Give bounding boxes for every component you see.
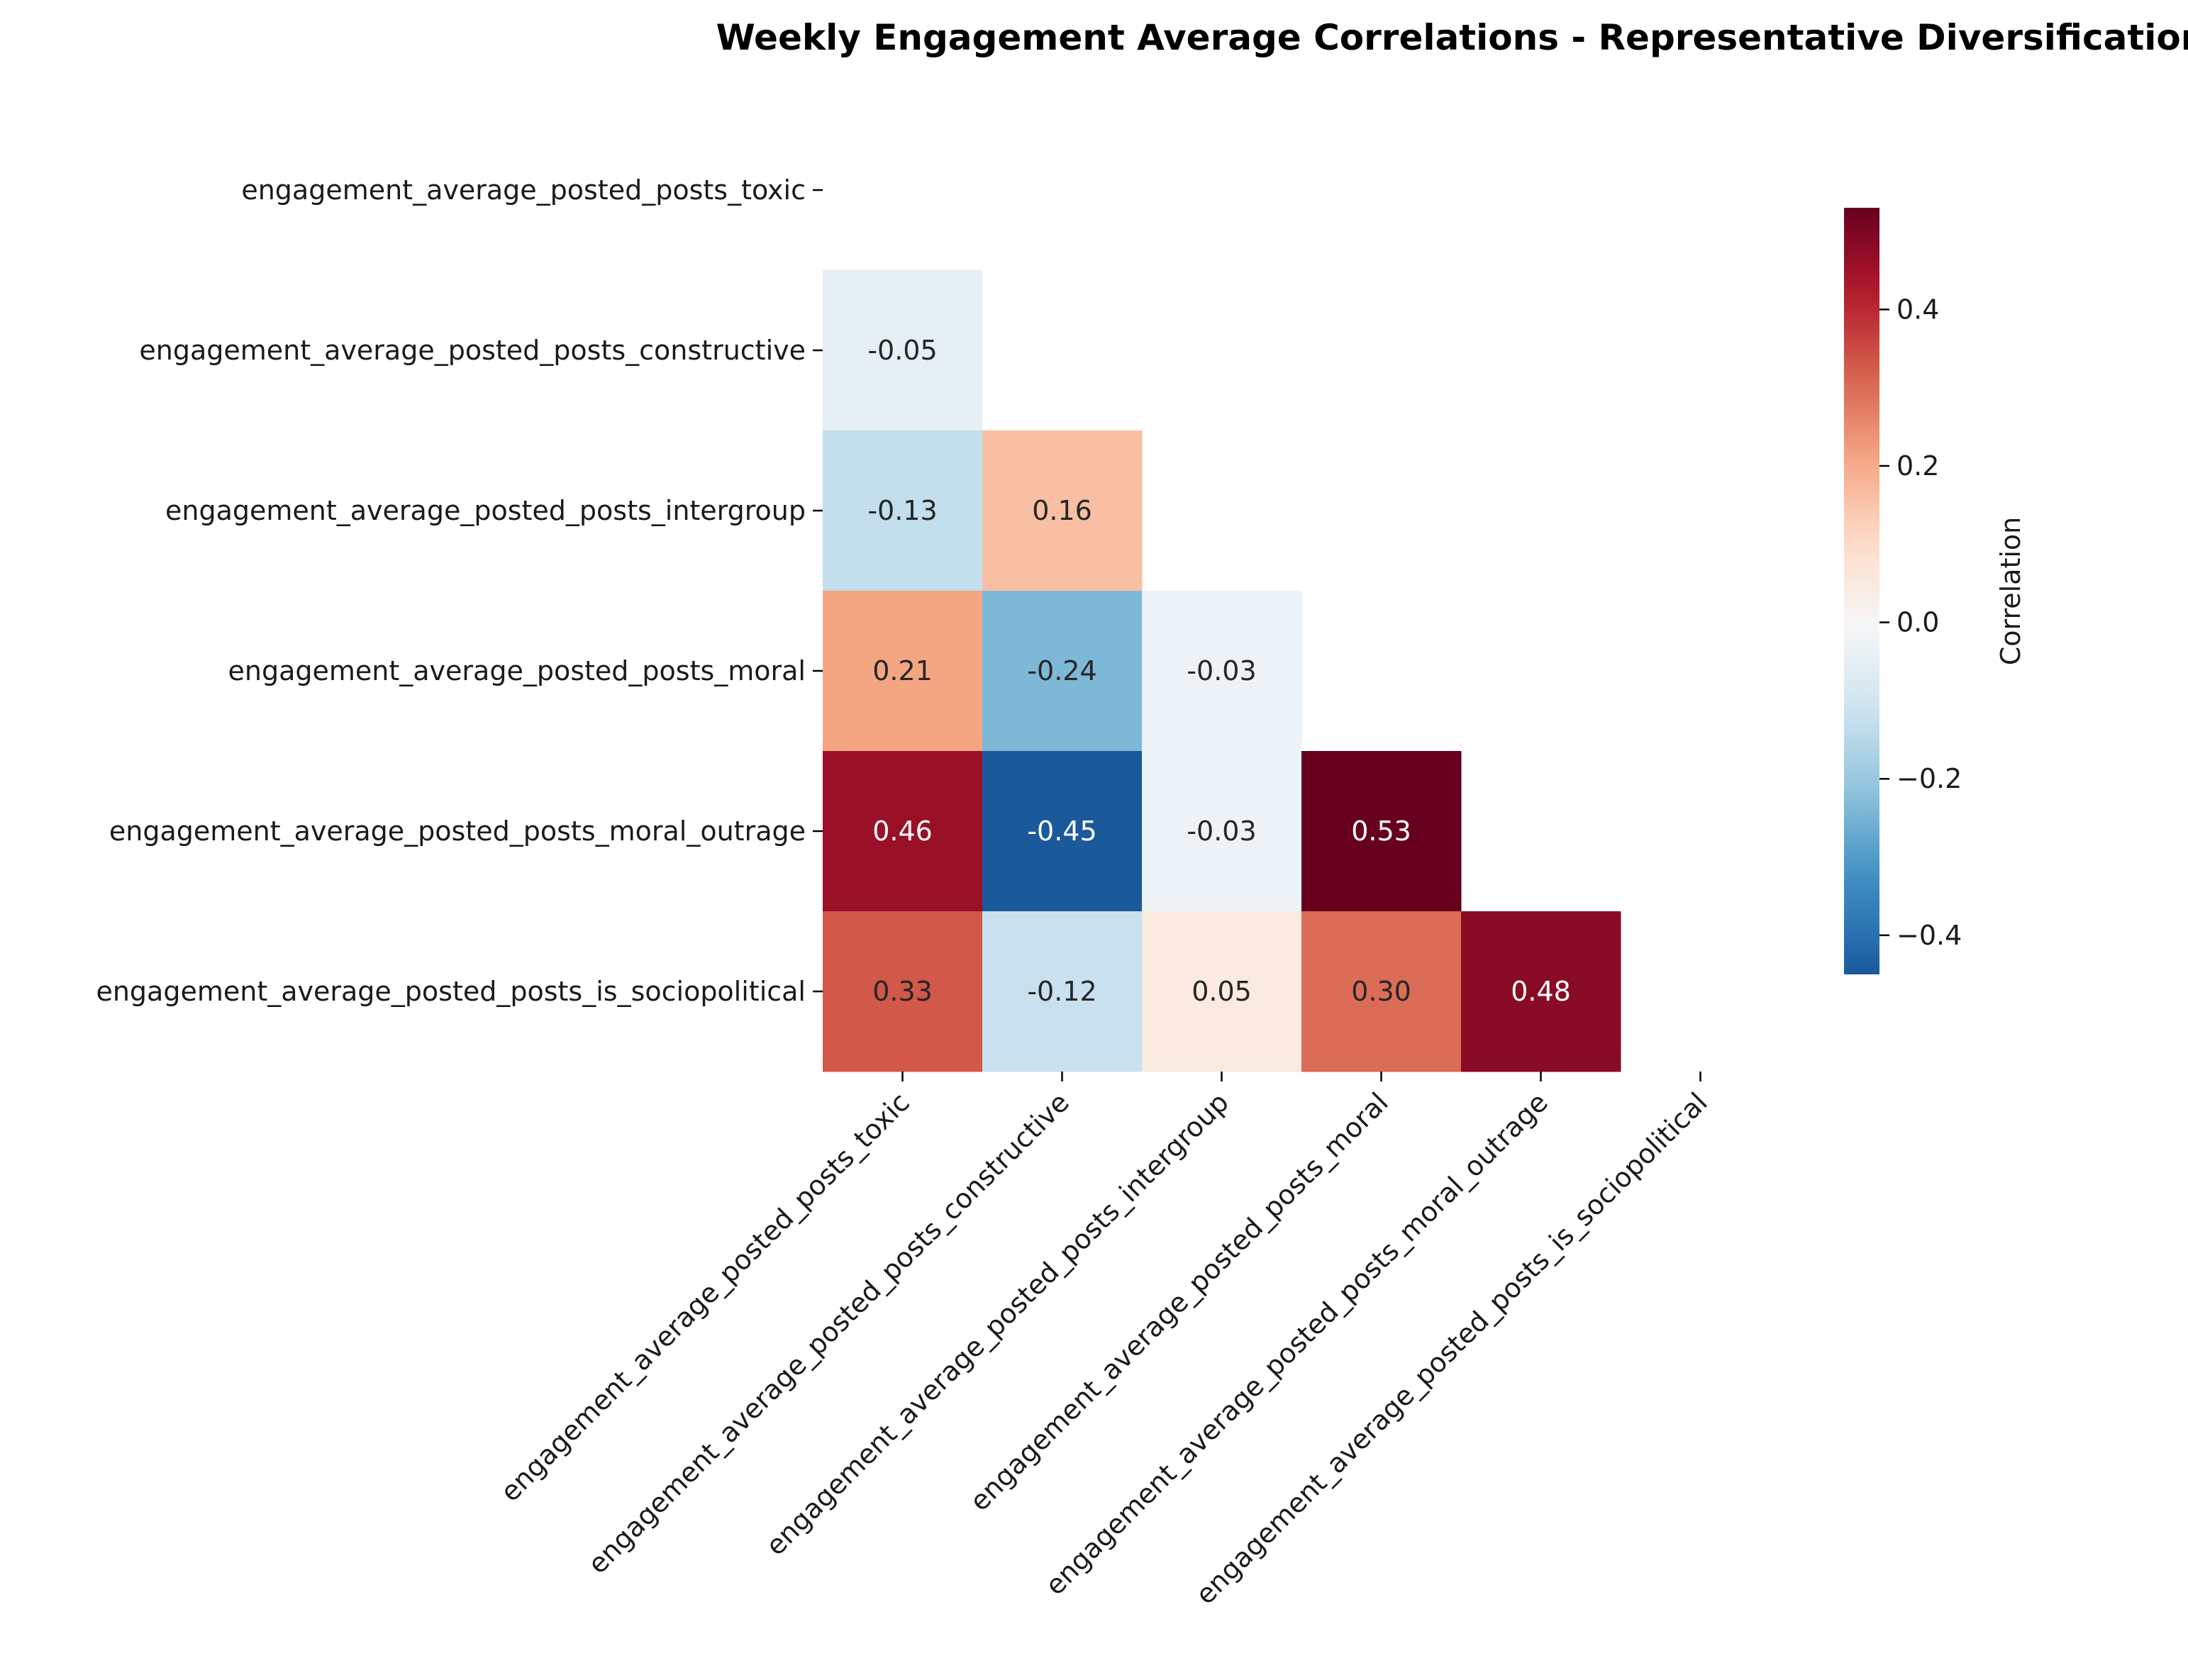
- chart-title: Weekly Engagement Average Correlations -…: [716, 17, 2188, 58]
- y-tick-label: engagement_average_posted_posts_moral: [228, 655, 806, 686]
- colorbar-tick-label: 0.2: [1897, 450, 1939, 482]
- cell-value-label: -0.03: [1187, 816, 1256, 847]
- heatmap-cell: [823, 591, 983, 752]
- y-tick-label: engagement_average_posted_posts_is_socio…: [96, 976, 806, 1007]
- cell-value-label: 0.53: [1351, 816, 1411, 847]
- heatmap-cell: [1142, 911, 1302, 1072]
- colorbar: −0.4 −0.2 0.0 0.2 0.4 Correlation: [1844, 208, 2026, 974]
- cell-value-label: -0.12: [1027, 976, 1096, 1007]
- colorbar-gradient: [1844, 208, 1879, 974]
- colorbar-tick-label: −0.4: [1897, 920, 1962, 951]
- heatmap-cells: -0.05 -0.13 0.16 0.21 -0.24 -0.03 0.46 -0.45 -0.…: [823, 270, 1621, 1072]
- heatmap-cell: [982, 751, 1143, 912]
- heatmap-cell: [982, 911, 1143, 1072]
- y-tick-label: engagement_average_posted_posts_construc…: [139, 335, 806, 366]
- heatmap-cell: [1142, 591, 1302, 752]
- colorbar-label: Correlation: [1995, 517, 2026, 666]
- cell-value-label: 0.48: [1511, 976, 1571, 1007]
- heatmap-cell: [1301, 911, 1462, 1072]
- heatmap-cell: [823, 430, 983, 591]
- colorbar-tick-label: −0.2: [1897, 763, 1962, 794]
- heatmap-cell: [823, 270, 983, 431]
- heatmap-cell: [982, 591, 1143, 752]
- cell-value-label: -0.45: [1027, 816, 1096, 847]
- cell-value-label: 0.16: [1032, 495, 1092, 526]
- colorbar-tick-label: 0.0: [1897, 607, 1939, 638]
- colorbar-ticks: −0.4 −0.2 0.0 0.2 0.4: [1879, 294, 1962, 951]
- cell-value-label: -0.05: [867, 335, 937, 366]
- cell-value-label: -0.03: [1187, 655, 1256, 686]
- cell-value-label: -0.24: [1027, 655, 1096, 686]
- cell-value-label: 0.05: [1192, 976, 1252, 1007]
- cell-value-label: -0.13: [867, 495, 937, 526]
- heatmap-cell: [1461, 911, 1621, 1072]
- heatmap-cell: [823, 751, 983, 912]
- heatmap-cell: [1142, 751, 1302, 912]
- cell-value-label: 0.46: [872, 816, 933, 847]
- y-tick-label: engagement_average_posted_posts_toxic: [241, 174, 806, 206]
- y-tick-label: engagement_average_posted_posts_moral_ou…: [109, 816, 806, 847]
- heatmap-cell: [982, 430, 1143, 591]
- cell-value-label: 0.21: [872, 655, 933, 686]
- cell-value-label: 0.33: [872, 976, 933, 1007]
- colorbar-tick-label: 0.4: [1897, 294, 1939, 325]
- heatmap-cell: [823, 911, 983, 1072]
- y-tick-label: engagement_average_posted_posts_intergro…: [165, 495, 806, 526]
- heatmap-cell: [1301, 751, 1462, 912]
- y-axis: engagement_average_posted_posts_toxiceng…: [96, 174, 823, 1007]
- cell-value-label: 0.30: [1351, 976, 1411, 1007]
